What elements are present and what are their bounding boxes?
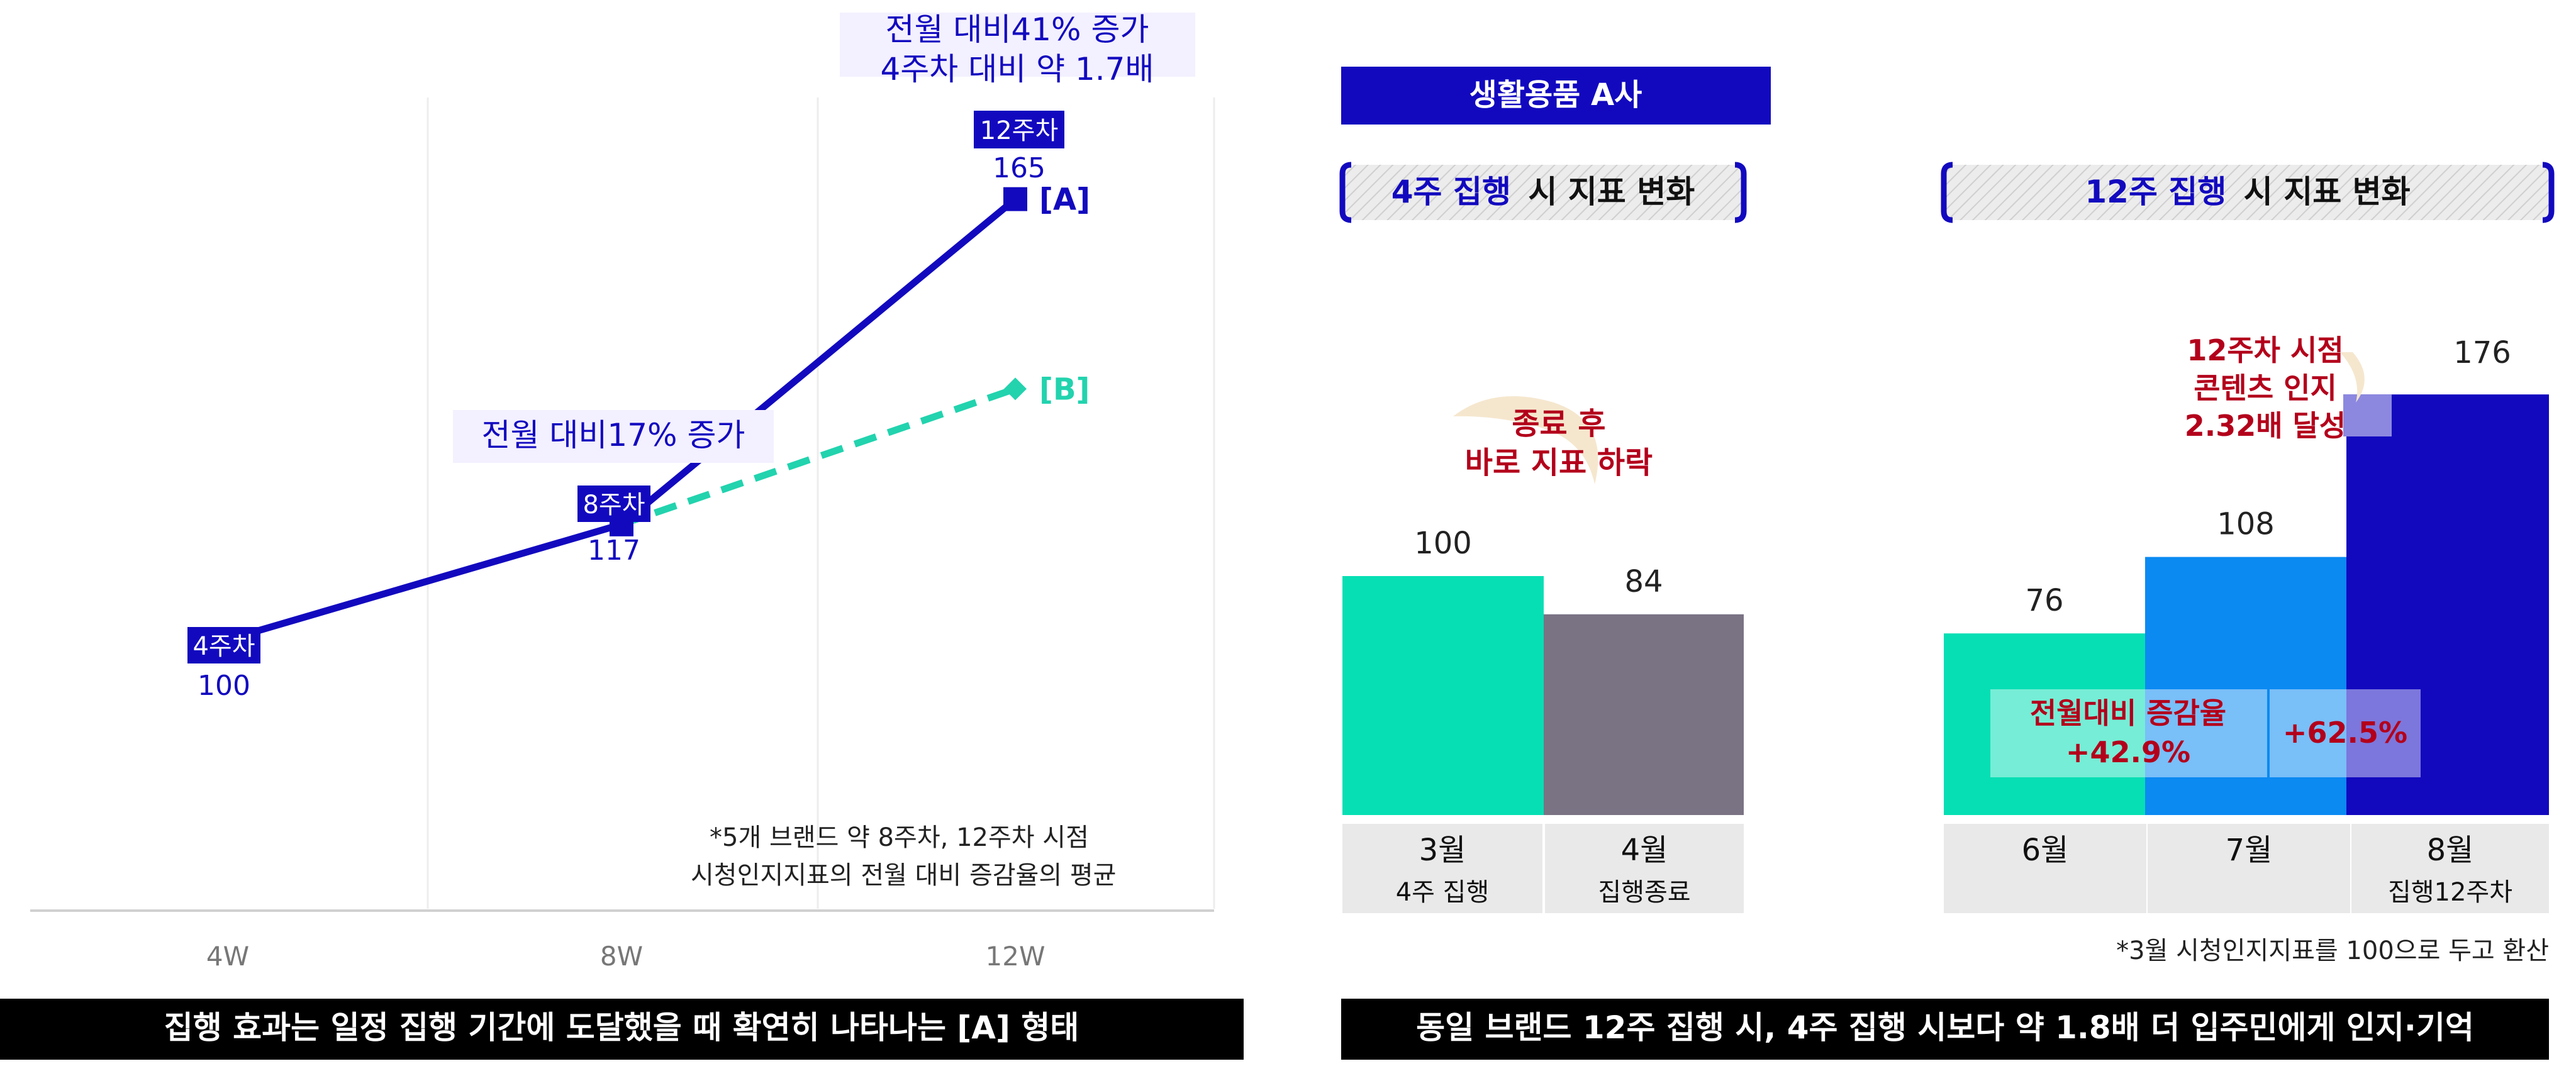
callout-peak: 12주차 시점 콘텐츠 인지 2.32배 달성 — [2185, 333, 2392, 443]
category-label: 4월 — [1621, 833, 1668, 868]
category-cell — [1342, 824, 1542, 913]
category-label: 3월 — [1419, 833, 1466, 868]
bar-value-label: 76 — [2025, 583, 2063, 618]
panel1-title: 4주 집행 시 지표 변화 — [1339, 162, 1747, 223]
banner-text: 동일 브랜드 12주 집행 시, 4주 집행 시보다 약 1.8배 더 입주민에… — [1416, 1009, 2474, 1046]
data-label: 100 — [198, 670, 250, 702]
bar — [2346, 394, 2549, 815]
right-banner: 동일 브랜드 12주 집행 시, 4주 집행 시보다 약 1.8배 더 입주민에… — [1341, 999, 2549, 1060]
bar-value-label: 84 — [1624, 564, 1663, 599]
bracket-left — [1941, 162, 1953, 223]
title-text: 12주 집행 시 지표 변화 — [2085, 174, 2410, 210]
bar-value-label: 108 — [2217, 507, 2275, 542]
data-label: 117 — [588, 535, 640, 567]
bracket-right — [2542, 162, 2555, 223]
callout-bg — [453, 410, 774, 463]
bar — [1944, 633, 2145, 815]
title-text: 4주 집행 시 지표 변화 — [1391, 174, 1695, 210]
callout-line: 전월 대비41% 증가 — [886, 11, 1149, 48]
point-tag: 8주차 — [577, 486, 650, 522]
title-rest: 시 지표 변화 — [1528, 174, 1695, 210]
bracket-right — [1734, 162, 1747, 223]
series-b-point — [1004, 377, 1027, 401]
category-sublabel: 4주 집행 — [1396, 878, 1490, 907]
category-label: 8월 — [2427, 833, 2474, 868]
category-cell — [2351, 824, 2549, 913]
callout-swoosh — [1453, 396, 1598, 484]
callout-line: 4주차 대비 약 1.7배 — [880, 51, 1154, 87]
x-tick-label: 12W — [986, 941, 1045, 972]
bracket-left — [1339, 162, 1352, 223]
point-tag-label: 8주차 — [583, 491, 645, 519]
growth-value: +62.5% — [2283, 716, 2407, 750]
title-bg — [1345, 165, 1741, 220]
callout-line: 종료 후 — [1512, 406, 1605, 441]
title-rest: 시 지표 변화 — [2244, 174, 2411, 210]
callout-top: 전월 대비41% 증가 4주차 대비 약 1.7배 — [840, 11, 1195, 87]
category-label: 6월 — [2022, 833, 2069, 868]
overlay-box — [2270, 689, 2421, 777]
callout-line: 콘텐츠 인지 — [2194, 371, 2337, 405]
left-banner: 집행 효과는 일정 집행 기간에 도달했을 때 확연히 나타나는 [A] 형태 — [0, 999, 1244, 1060]
series-a-label: [A] — [1039, 182, 1090, 218]
point-tag: 4주차 — [187, 627, 260, 663]
category-sublabel: 집행종료 — [1598, 878, 1690, 907]
point-tag-label: 12주차 — [980, 116, 1059, 145]
bar — [1544, 614, 1744, 815]
point-tag-label: 4주차 — [192, 632, 255, 661]
footnote: 시청인지지표의 전월 대비 증감율의 평균 — [691, 861, 1116, 890]
growth-value: +42.9% — [2066, 735, 2190, 769]
category-label: 7월 — [2226, 833, 2273, 868]
footnote: *5개 브랜드 약 8주차, 12주차 시점 — [710, 823, 1089, 852]
series-b-label: [B] — [1039, 372, 1090, 407]
company-name: 생활용품 A사 — [1469, 77, 1642, 113]
series-a-line — [226, 521, 623, 643]
data-label: 165 — [993, 152, 1045, 184]
category-cell — [1545, 824, 1744, 913]
point-tag-box — [187, 627, 260, 663]
overlay-box — [1990, 689, 2267, 777]
company-header-bg — [1341, 67, 1771, 125]
banner-bg — [1341, 999, 2549, 1060]
bar-value-label: 176 — [2453, 335, 2511, 370]
bar-value-label: 100 — [1414, 526, 1472, 561]
panel2-title: 12주 집행 시 지표 변화 — [1941, 162, 2555, 223]
callout-line: 전월 대비17% 증가 — [482, 417, 745, 453]
point-tag: 12주차 — [974, 111, 1064, 148]
x-tick-label: 4W — [206, 941, 249, 972]
callout-mid: 전월 대비17% 증가 — [453, 410, 774, 463]
panel1-bar-chart: 100 84 3월 4월 4주 집행 집행종료 — [1342, 526, 1744, 913]
callout-line: 2.32배 달성 — [2185, 409, 2346, 443]
panel2-bar-chart: 76 108 176 6월 7월 8월 집행12주차 — [1944, 335, 2549, 913]
title-highlight: 4주 집행 — [1391, 174, 1511, 210]
series-a-line — [619, 196, 1018, 528]
footnote: *3월 시청인지지표를 100으로 두고 환산 — [2116, 936, 2549, 965]
category-cell — [2148, 824, 2350, 913]
callout-swoosh — [2340, 352, 2365, 402]
growth-label: 전월대비 증감율 — [2030, 696, 2226, 730]
x-tick-label: 8W — [600, 941, 643, 972]
category-sublabel: 집행12주차 — [2388, 878, 2512, 907]
title-bg — [1946, 165, 2549, 220]
callout-drop: 종료 후 바로 지표 하락 — [1453, 396, 1653, 484]
growth-rate-overlay: 전월대비 증감율 +42.9% +62.5% — [1990, 689, 2421, 777]
callout-line: 바로 지표 하락 — [1465, 445, 1653, 480]
callout-line: 12주차 시점 — [2187, 333, 2343, 367]
callout-bg — [2343, 394, 2392, 436]
point-tag-box — [974, 111, 1064, 148]
banner-text: 집행 효과는 일정 집행 기간에 도달했을 때 확연히 나타나는 [A] 형태 — [164, 1009, 1079, 1046]
title-highlight: 12주 집행 — [2085, 174, 2226, 210]
line-chart: 4W 8W 12W [A] [B] 4주차 100 8주차 117 12주차 1… — [30, 11, 1215, 972]
series-a-point — [1003, 187, 1027, 211]
bar — [2145, 557, 2346, 815]
banner-bg — [0, 999, 1244, 1060]
category-cell — [1944, 824, 2146, 913]
company-header: 생활용품 A사 — [1341, 67, 1771, 125]
point-tag-box — [577, 486, 650, 522]
gridlines — [427, 97, 1215, 909]
bar — [1342, 576, 1544, 815]
callout-bg — [840, 13, 1195, 77]
